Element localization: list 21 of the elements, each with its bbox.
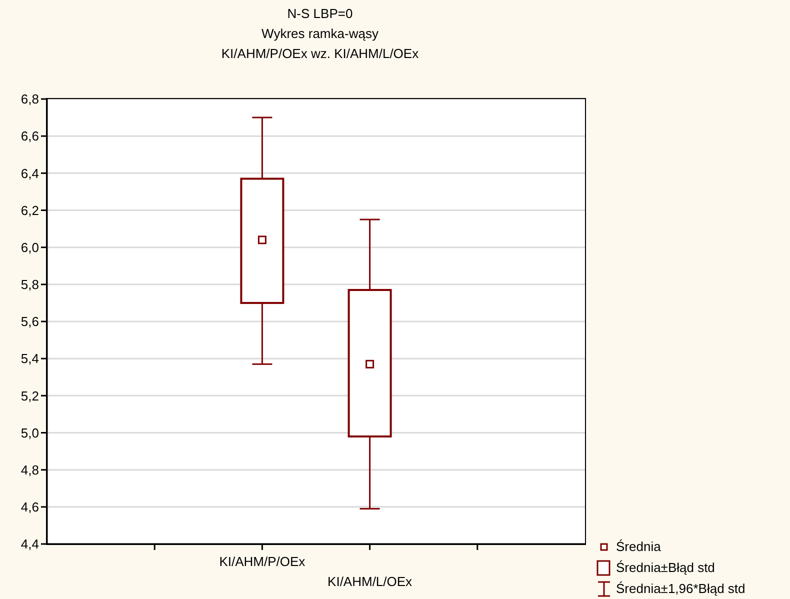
y-tick-label: 6,6: [20, 128, 39, 144]
x-tick-label: KI/AHM/P/OEx: [219, 554, 306, 569]
y-tick-label: 6,0: [20, 240, 39, 255]
y-tick-label: 4,8: [20, 462, 39, 478]
text: Średnia±1,96*Błąd std: [616, 580, 746, 598]
y-tick-label: 6,2: [20, 202, 39, 218]
y-tick-label: 5,8: [20, 277, 39, 292]
chart-subtitle: Wykres ramka-wąsy: [260, 25, 380, 43]
text: Średnia±Błąd std: [616, 559, 715, 577]
y-tick-label: 5,6: [20, 314, 39, 330]
x-tick-label: KI/AHM/L/OEx: [328, 574, 413, 589]
y-tick-label: 6,4: [20, 166, 39, 181]
text: KI/AHM/P/OEx wz. KI/AHM/L/OEx: [220, 45, 420, 63]
text: Średnia: [616, 538, 661, 556]
chart-title: N-S LBP=0: [286, 5, 354, 23]
y-tick-label: 6,8: [20, 92, 39, 107]
y-tick-label: 5,4: [20, 351, 39, 366]
y-tick-label: 5,0: [20, 425, 39, 440]
y-tick-label: 4,6: [20, 500, 39, 515]
y-tick-label: 5,2: [20, 388, 39, 404]
y-tick-label: 4,4: [20, 536, 39, 552]
